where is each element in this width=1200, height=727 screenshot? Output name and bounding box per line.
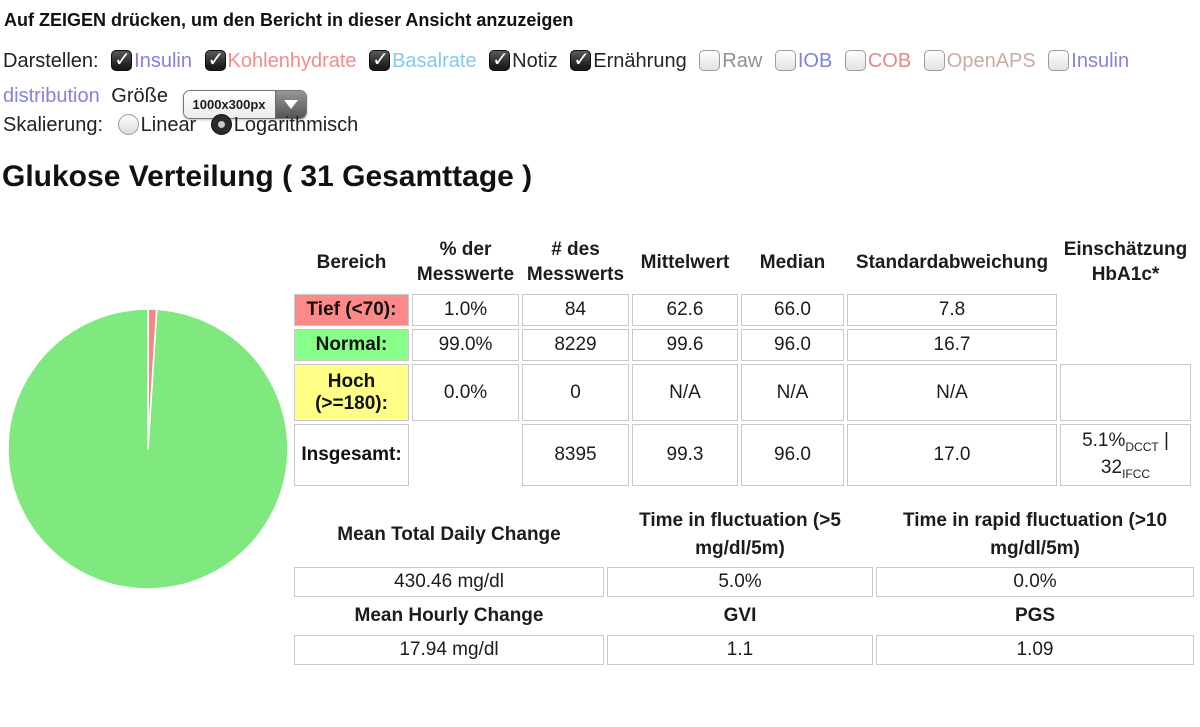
normal-count: 8229 bbox=[522, 329, 629, 361]
col-header-bereich: Bereich bbox=[316, 251, 387, 273]
stats-header-row-2: Mean Hourly Change GVI PGS bbox=[294, 600, 1194, 632]
checkbox-cob[interactable] bbox=[844, 50, 866, 71]
checkbox-raw-label: Raw bbox=[722, 50, 763, 72]
table-row-normal: Normal: 99.0% 8229 99.6 96.0 16.7 bbox=[294, 329, 1191, 361]
hoch-median: N/A bbox=[741, 364, 844, 421]
header-time-in-fluctuation: Time in fluctuation (>5 mg/dl/5m) bbox=[639, 510, 841, 559]
checkbox-insulin[interactable] bbox=[111, 45, 133, 76]
size-select-value: 1000x300px bbox=[183, 91, 275, 118]
insgesamt-count: 8395 bbox=[522, 424, 629, 486]
checkbox-basalrate[interactable] bbox=[369, 45, 391, 76]
checkbox-insulin-label: Insulin bbox=[134, 50, 192, 72]
display-options-row-continued: distribution Größe 1000x300px bbox=[3, 81, 307, 119]
normal-mean: 99.6 bbox=[632, 329, 738, 361]
hoch-std: N/A bbox=[847, 364, 1057, 421]
col-header-median: Median bbox=[759, 251, 826, 273]
checkbox-kohlenhydrate[interactable] bbox=[204, 45, 226, 76]
hoch-pct: 0.0% bbox=[412, 364, 519, 421]
checkbox-ernaehrung[interactable] bbox=[570, 45, 592, 76]
scaling-label: Skalierung: bbox=[3, 114, 104, 136]
stats-header-row-1: Mean Total Daily Change Time in fluctuat… bbox=[294, 505, 1194, 564]
table-row-tief: Tief (<70): 1.0% 84 62.6 66.0 7.8 bbox=[294, 294, 1191, 326]
row-label-normal: Normal: bbox=[294, 329, 409, 361]
radio-logarithmisch-label: Logarithmisch bbox=[233, 114, 359, 136]
header-mean-total-daily-change: Mean Total Daily Change bbox=[337, 523, 561, 545]
tief-mean: 62.6 bbox=[632, 294, 738, 326]
report-tables: Bereich % der Messwerte # des Messwerts … bbox=[291, 232, 1197, 668]
gvi-value: 1.1 bbox=[607, 634, 873, 665]
checkbox-iob-label: IOB bbox=[797, 50, 833, 72]
row-label-tief: Tief (<70): bbox=[294, 294, 409, 326]
glucose-distribution-table: Bereich % der Messwerte # des Messwerts … bbox=[291, 232, 1194, 489]
col-header-mittelwert: Mittelwert bbox=[640, 251, 730, 273]
scaling-row: Skalierung: Linear Logarithmisch bbox=[3, 110, 358, 141]
header-gvi: GVI bbox=[723, 605, 757, 627]
stats-value-row-1: 430.46 mg/dl 5.0% 0.0% bbox=[294, 567, 1194, 598]
normal-median: 96.0 bbox=[741, 329, 844, 361]
page-title: Glukose Verteilung ( 31 Gesamttage ) bbox=[2, 160, 533, 193]
checkbox-cob-label: COB bbox=[867, 50, 912, 72]
radio-linear-label: Linear bbox=[140, 114, 197, 136]
size-label: Größe bbox=[111, 85, 168, 107]
tief-count: 84 bbox=[522, 294, 629, 326]
checkbox-insulin-distribution[interactable] bbox=[1048, 50, 1070, 71]
checkbox-notiz[interactable] bbox=[489, 45, 511, 76]
row-label-insgesamt: Insgesamt: bbox=[294, 424, 409, 486]
hoch-mean: N/A bbox=[632, 364, 738, 421]
insgesamt-median: 96.0 bbox=[741, 424, 844, 486]
pgs-value: 1.09 bbox=[876, 634, 1194, 665]
checkbox-openaps-label: OpenAPS bbox=[946, 50, 1036, 72]
insgesamt-pct bbox=[412, 424, 519, 486]
col-header-pct: % der Messwerte bbox=[416, 239, 515, 285]
time-in-rapid-fluctuation-value: 0.0% bbox=[876, 567, 1194, 598]
tief-std: 7.8 bbox=[847, 294, 1057, 326]
checkbox-kohlenhydrate-label: Kohlenhydrate bbox=[227, 50, 357, 72]
tief-median: 66.0 bbox=[741, 294, 844, 326]
col-header-count: # des Messwerts bbox=[526, 239, 625, 285]
checkbox-insulin-distribution-label-part1: Insulin bbox=[1071, 50, 1130, 72]
row-label-hoch: Hoch (>=180): bbox=[294, 364, 409, 421]
stats-value-row-2: 17.94 mg/dl 1.1 1.09 bbox=[294, 634, 1194, 665]
table-row-hoch: Hoch (>=180): 0.0% 0 N/A N/A N/A bbox=[294, 364, 1191, 421]
checkbox-iob[interactable] bbox=[774, 50, 796, 71]
hoch-count: 0 bbox=[522, 364, 629, 421]
normal-pct: 99.0% bbox=[412, 329, 519, 361]
chevron-down-icon bbox=[274, 91, 306, 118]
insgesamt-mean: 99.3 bbox=[632, 424, 738, 486]
checkbox-basalrate-label: Basalrate bbox=[392, 50, 477, 72]
checkbox-raw[interactable] bbox=[699, 50, 721, 71]
hoch-hba1c bbox=[1060, 364, 1191, 421]
normal-std: 16.7 bbox=[847, 329, 1057, 361]
header-mean-hourly-change: Mean Hourly Change bbox=[354, 605, 544, 627]
table-row-insgesamt: Insgesamt: 8395 99.3 96.0 17.0 5.1%DCCT … bbox=[294, 424, 1191, 486]
radio-logarithmisch[interactable] bbox=[210, 114, 232, 135]
checkbox-openaps[interactable] bbox=[923, 50, 945, 71]
insgesamt-hba1c: 5.1%DCCT | 32IFCC bbox=[1060, 424, 1191, 486]
mean-hourly-change-value: 17.94 mg/dl bbox=[294, 634, 604, 665]
size-select[interactable]: 1000x300px bbox=[182, 90, 307, 119]
tief-pct: 1.0% bbox=[412, 294, 519, 326]
header-pgs: PGS bbox=[1014, 605, 1056, 627]
show-report-instruction: Auf ZEIGEN drücken, um den Bericht in di… bbox=[4, 10, 574, 30]
checkbox-notiz-label: Notiz bbox=[512, 50, 558, 72]
radio-linear[interactable] bbox=[117, 114, 139, 135]
mean-total-daily-change-value: 430.46 mg/dl bbox=[294, 567, 604, 598]
header-time-in-rapid-fluctuation: Time in rapid fluctuation (>10 mg/dl/5m) bbox=[902, 510, 1168, 559]
glucose-distribution-pie-chart bbox=[7, 308, 289, 590]
display-options-row: Darstellen: Insulin Kohlenhydrate Basalr… bbox=[3, 45, 1130, 77]
time-in-fluctuation-value: 5.0% bbox=[607, 567, 873, 598]
checkbox-ernaehrung-label: Ernährung bbox=[593, 50, 687, 72]
variability-stats-table: Mean Total Daily Change Time in fluctuat… bbox=[291, 502, 1197, 668]
distribution-header-row: Bereich % der Messwerte # des Messwerts … bbox=[294, 235, 1191, 291]
display-options-label: Darstellen: bbox=[3, 50, 99, 72]
checkbox-insulin-distribution-label-part2: distribution bbox=[3, 85, 100, 107]
insgesamt-std: 17.0 bbox=[847, 424, 1057, 486]
col-header-standardabweichung: Standardabweichung bbox=[855, 251, 1049, 273]
col-header-hba1c: Einschätzung HbA1c* bbox=[1063, 239, 1188, 285]
